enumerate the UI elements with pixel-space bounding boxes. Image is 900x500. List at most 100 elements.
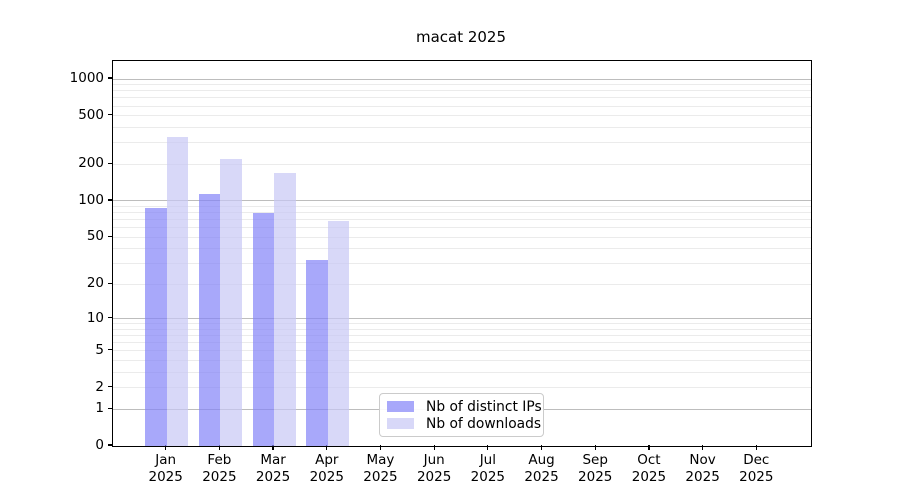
minor-gridline <box>113 350 811 352</box>
y-tick <box>107 77 112 79</box>
y-tick <box>107 114 112 116</box>
major-gridline <box>113 200 811 202</box>
y-tick <box>107 199 112 201</box>
legend-label-downloads: Nb of downloads <box>426 415 542 432</box>
x-tick-year: 2025 <box>578 469 613 485</box>
x-tick-label: Oct 2025 <box>609 452 689 486</box>
x-tick-label: Apr 2025 <box>287 452 367 486</box>
minor-gridline <box>113 163 811 165</box>
x-tick-year: 2025 <box>363 469 398 485</box>
x-tick-label: May 2025 <box>340 452 420 486</box>
chart-title: macat 2025 <box>415 28 507 46</box>
x-tick-month: Jun <box>423 452 445 468</box>
y-tick <box>107 235 112 237</box>
legend: Nb of distinct IPs Nb of downloads <box>379 393 544 437</box>
x-tick <box>165 445 167 450</box>
x-tick-month: Feb <box>207 452 232 468</box>
bar-downloads-jan <box>166 137 189 446</box>
x-tick-label: Mar 2025 <box>233 452 313 486</box>
x-tick-month: Jul <box>479 452 496 468</box>
x-tick-label: Dec 2025 <box>716 452 796 486</box>
x-tick-month: Nov <box>689 452 716 468</box>
x-tick-month: Oct <box>637 452 661 468</box>
bar-distinct-ips-apr <box>306 260 328 446</box>
x-tick-year: 2025 <box>202 469 237 485</box>
y-tick-label: 10 <box>86 309 104 326</box>
y-tick-label: 0 <box>95 437 104 453</box>
legend-swatch-downloads <box>387 418 414 429</box>
x-tick-label: Aug 2025 <box>502 452 582 486</box>
x-tick-month: May <box>366 452 395 468</box>
legend-item-distinct-ips: Nb of distinct IPs <box>387 398 542 415</box>
bar-downloads-feb <box>220 158 242 446</box>
bar-distinct-ips-jan <box>145 207 167 446</box>
x-tick <box>218 445 221 450</box>
x-tick <box>379 445 382 450</box>
minor-gridline <box>113 227 811 229</box>
x-tick-label: Sep 2025 <box>555 452 635 486</box>
bar-distinct-ips-mar <box>252 212 275 446</box>
legend-item-downloads: Nb of downloads <box>387 415 541 432</box>
minor-gridline <box>113 360 811 362</box>
x-tick <box>433 445 435 450</box>
bar-downloads-mar <box>274 172 296 446</box>
x-tick <box>648 445 650 450</box>
y-tick <box>107 162 112 164</box>
minor-gridline <box>113 97 811 99</box>
minor-gridline <box>113 90 811 92</box>
y-tick-label: 20 <box>86 275 104 292</box>
y-tick <box>107 349 112 351</box>
minor-gridline <box>113 205 811 207</box>
bar-downloads-apr <box>327 221 350 446</box>
y-tick-label: 1 <box>95 400 104 417</box>
minor-gridline <box>113 323 811 325</box>
x-tick-year: 2025 <box>255 469 291 485</box>
minor-gridline <box>113 342 811 344</box>
minor-gridline <box>113 105 811 107</box>
x-tick-month: Apr <box>315 452 339 468</box>
y-tick-label: 1000 <box>69 70 104 87</box>
x-tick-month: Jan <box>155 452 177 468</box>
minor-gridline <box>113 371 811 373</box>
x-tick-label: Jun 2025 <box>394 452 474 486</box>
y-tick-label: 500 <box>78 106 104 123</box>
y-tick <box>107 316 112 319</box>
plot-area <box>112 60 812 447</box>
x-tick-year: 2025 <box>524 469 559 485</box>
major-gridline <box>113 78 811 80</box>
y-tick-label: 50 <box>86 228 104 245</box>
minor-gridline <box>113 263 811 265</box>
x-tick-label: Nov 2025 <box>663 452 743 486</box>
x-tick-year: 2025 <box>470 469 506 485</box>
minor-gridline <box>113 219 811 221</box>
y-tick <box>107 407 112 409</box>
x-tick <box>487 445 489 450</box>
x-tick-year: 2025 <box>631 469 667 485</box>
minor-gridline <box>113 328 811 330</box>
minor-gridline <box>113 115 811 117</box>
x-tick-month: Sep <box>582 452 608 468</box>
x-tick <box>540 445 543 450</box>
x-tick <box>272 445 274 450</box>
minor-gridline <box>113 283 811 285</box>
minor-gridline <box>113 248 811 250</box>
x-tick <box>326 445 328 450</box>
y-tick-label: 100 <box>78 191 104 208</box>
major-gridline <box>113 318 811 320</box>
x-tick-month: Mar <box>260 452 286 468</box>
x-tick-year: 2025 <box>416 469 452 485</box>
x-tick-year: 2025 <box>739 469 774 485</box>
minor-gridline <box>113 212 811 214</box>
x-tick-year: 2025 <box>309 469 344 485</box>
y-tick <box>107 385 112 388</box>
minor-gridline <box>113 387 811 389</box>
legend-label-distinct-ips: Nb of distinct IPs <box>426 398 542 415</box>
x-tick <box>701 445 704 450</box>
x-tick-label: Jan 2025 <box>126 452 206 486</box>
y-tick-label: 200 <box>78 155 104 172</box>
y-tick <box>107 444 112 446</box>
minor-gridline <box>113 84 811 86</box>
x-tick-label: Feb 2025 <box>179 452 259 486</box>
bar-distinct-ips-feb <box>198 193 221 446</box>
